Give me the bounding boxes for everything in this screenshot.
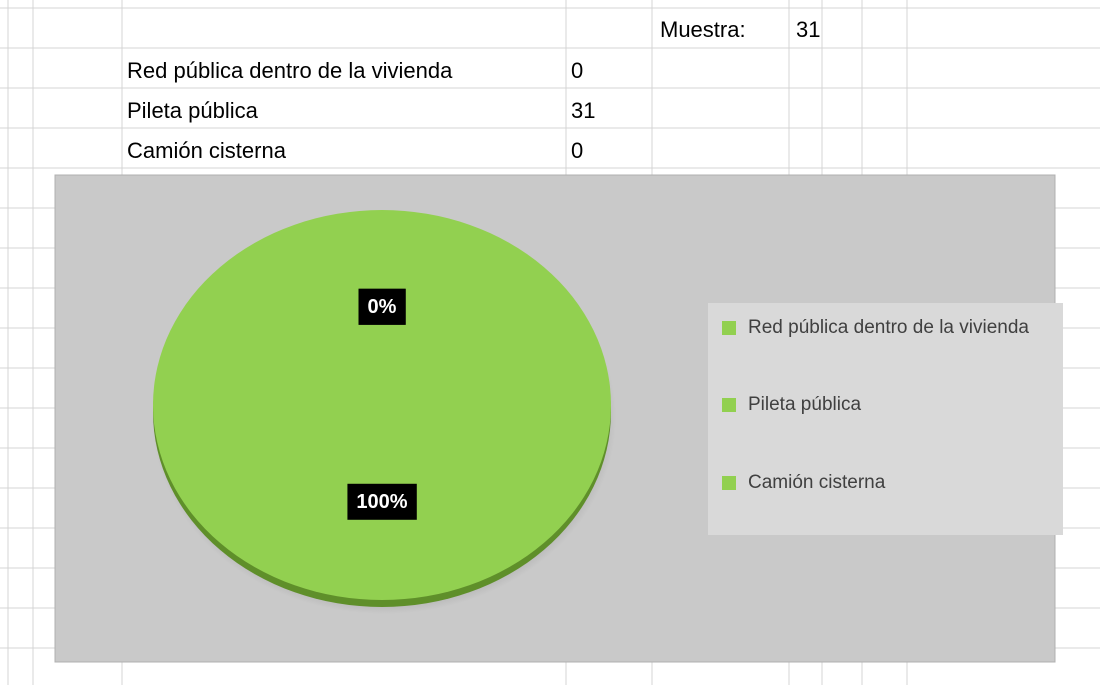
- legend-items: Red pública dentro de la vivienda Pileta …: [722, 317, 1029, 493]
- data-labels: 0%100%0%: [347, 288, 417, 520]
- legend: [708, 303, 1063, 535]
- cell: 31: [571, 98, 595, 123]
- pie-slice: [153, 210, 611, 600]
- legend-swatch: [722, 321, 736, 335]
- data-label: 100%: [356, 491, 407, 513]
- legend-swatch: [722, 398, 736, 412]
- legend-label: Camión cisterna: [748, 472, 886, 493]
- cell: 31: [796, 17, 820, 42]
- legend-label: Red pública dentro de la vivienda: [748, 317, 1029, 338]
- data-label: 0%: [368, 296, 397, 318]
- cell: 0: [571, 58, 583, 83]
- legend-label: Pileta pública: [748, 394, 861, 415]
- cells: Muestra: 31 Red pública dentro de la viv…: [127, 17, 820, 163]
- pie: [153, 210, 611, 600]
- cell: Muestra:: [660, 17, 746, 42]
- legend-swatch: [722, 476, 736, 490]
- cell: Red pública dentro de la vivienda: [127, 58, 453, 83]
- cell: Camión cisterna: [127, 138, 287, 163]
- data-label-box: [358, 288, 406, 325]
- cell: Pileta pública: [127, 98, 259, 123]
- data-label-box: [347, 483, 417, 520]
- cell: 0: [571, 138, 583, 163]
